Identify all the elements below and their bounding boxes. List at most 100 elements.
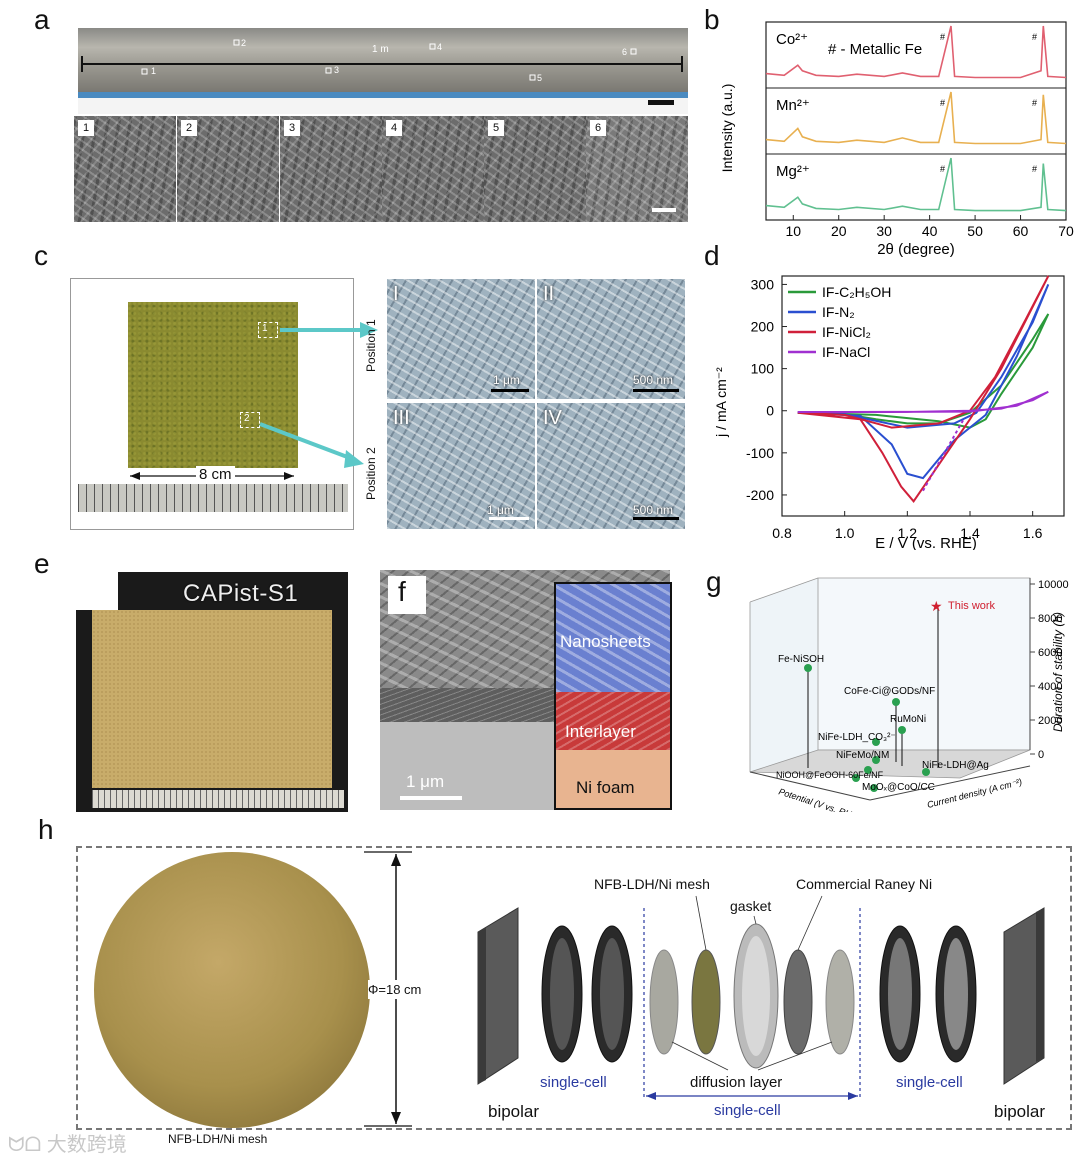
box-pos1-label: 1 [262, 323, 268, 334]
g-ylabel: Current density (A cm⁻²) [926, 777, 1023, 810]
label-e-bg [62, 572, 118, 610]
sem-c-IV: IV 500 nm [536, 402, 686, 530]
sem-c-II: II 500 nm [536, 278, 686, 400]
xrd-hash-3: # [940, 98, 945, 108]
sem-image-1: 1 [74, 116, 178, 222]
label-bipolar-right: bipolar [994, 1102, 1046, 1121]
sem-image-4: 4 [382, 116, 486, 222]
metal-strip-photo [78, 28, 688, 92]
g-zlabel: Duration of stability (h) [1051, 612, 1065, 732]
round-mesh-photo [94, 852, 370, 1128]
capist-sample-photo [92, 610, 332, 788]
g-ztick-label: 10000 [1038, 579, 1069, 591]
label-nfb: NFB-LDH/Ni mesh [594, 876, 710, 892]
g-ztick-label: 2000 [1038, 715, 1062, 727]
box-pos2 [240, 412, 260, 428]
h-dashed-frame [76, 846, 1072, 1130]
sem-image-6: 6 [586, 116, 690, 222]
g-ztick-label: 6000 [1038, 647, 1062, 659]
g-xlabel: Potential (V vs. RHE) [777, 786, 861, 812]
g-ztick-label: 0 [1038, 749, 1044, 761]
scale-bar-f [400, 796, 462, 800]
diameter-label: Φ=18 cm [368, 980, 422, 999]
xrd-hash-6: # [1032, 164, 1037, 174]
cv-xtick-label: 1.4 [960, 525, 980, 541]
watermark-text: 大数跨境 [46, 1134, 127, 1156]
layer-legend-box [554, 582, 672, 810]
layer-interlayer: Interlayer [565, 722, 636, 741]
xrd-chart: 10 20 30 40 50 60 70 Intensity (a.u.) 2θ (degr… [719, 21, 1074, 258]
cv-legend-label: IF-C₂H₅OH [822, 284, 891, 300]
label-f-bg [388, 576, 426, 614]
panel-label-g: g [706, 566, 722, 597]
cv-ytick-label: -100 [746, 445, 774, 461]
g-pt-niooh: NiOOH@FeOOH-60Fe/NF [776, 770, 884, 780]
box-pos2-label: 2 [244, 413, 250, 424]
g-pt-moox: MoOₓ@CoO/CC [862, 782, 935, 793]
sem-image-5: 5 [484, 116, 588, 222]
scale-bar-a [648, 100, 674, 105]
cv-legend-label: IF-N₂ [822, 304, 855, 320]
label-single-cell-left: single-cell [540, 1074, 607, 1091]
cv-ytick-label: -200 [746, 487, 774, 503]
g-pt-nifemo: NiFeMo/NM [836, 750, 889, 761]
ruler-strip [78, 92, 688, 98]
panel-label-h: h [38, 814, 54, 845]
cv-xtick-label: 1.0 [835, 525, 855, 541]
label-raney: Commercial Raney Ni [796, 876, 933, 892]
panel-label-a: a [34, 4, 50, 35]
size-label-8cm: 8 cm [196, 466, 235, 483]
xrd-hash-2: # [1032, 32, 1037, 42]
cv-curve-1 [797, 283, 1050, 480]
strip-pos-5: 5 [537, 73, 543, 83]
cv-chart: 0.8 1.0 1.2 1.4 1.6 300 200 100 0 -100 -200 j / mA… [713, 275, 1065, 550]
panel-label-f2: f [398, 576, 406, 607]
stability-3d-chart: ★ This work Fe-NiSOH CoFe-Ci@GODs/NF RuM… [749, 577, 1069, 812]
sem-c-I: I 1 μm [386, 278, 536, 400]
capist-name: CAPist-S1 [183, 580, 299, 607]
cv-legend-label: IF-NiCl₂ [822, 324, 871, 340]
c-arrows [130, 322, 378, 480]
svg-text:★: ★ [930, 598, 943, 614]
sem-image-2: 2 [177, 116, 281, 222]
sem-image-3: 3 [280, 116, 384, 222]
strip-length-label: 1 m [372, 44, 389, 55]
cv-legend-label: IF-NaCl [822, 344, 870, 360]
green-sample-photo [128, 302, 298, 468]
cv-xtick-label: 0.8 [772, 525, 792, 541]
label-diffusion: diffusion layer [690, 1074, 783, 1091]
watermark-logo-icon: ᗢᗝ [8, 1134, 42, 1156]
xrd-hash-1: # [940, 32, 945, 42]
xrd-series-co: Co²⁺ [776, 31, 808, 48]
panel-label-b: b [704, 4, 720, 35]
strip-pos-4: 4 [437, 42, 443, 52]
label-single-cell-right: single-cell [896, 1074, 963, 1091]
xrd-series-mg: Mg²⁺ [776, 163, 810, 180]
xrd-line-0 [765, 25, 1067, 79]
position-2-label: Position 2 [364, 447, 378, 500]
g-pt-nife-ag: NiFe-LDH@Ag [922, 760, 989, 771]
cv-curve-0 [797, 313, 1050, 429]
cv-ytick-label: 100 [751, 361, 775, 377]
xrd-hash-5: # [940, 164, 945, 174]
position-1-label: Position 1 [364, 319, 378, 372]
label-single-cell-mid: single-cell [714, 1102, 781, 1119]
cv-curve-2 [797, 275, 1050, 503]
cv-frame [781, 275, 1065, 517]
label-bipolar-left: bipolar [488, 1102, 540, 1121]
xrd-line-1 [765, 91, 1067, 145]
panel-label-d: d [704, 240, 720, 271]
cv-ytick-label: 200 [751, 319, 775, 335]
mesh-caption: NFB-LDH/Ni mesh [168, 1132, 268, 1146]
xrd-ylabel: Intensity (a.u.) [719, 84, 735, 173]
layer-nanosheets: Nanosheets [560, 632, 651, 651]
xrd-xtick-label: 50 [967, 223, 983, 239]
strip-annotations [81, 39, 683, 81]
g-pt-rumoni: RuMoNi [890, 714, 926, 725]
panel-label-c: c [34, 240, 48, 271]
layer-ni-foam: Ni foam [576, 778, 635, 797]
cv-xtick-label: 1.6 [1023, 525, 1043, 541]
xrd-line-2 [765, 157, 1067, 212]
g-pt-nife-co3: NiFe-LDH_CO₃²⁻ [818, 732, 896, 743]
xrd-xtick-label: 40 [922, 223, 938, 239]
